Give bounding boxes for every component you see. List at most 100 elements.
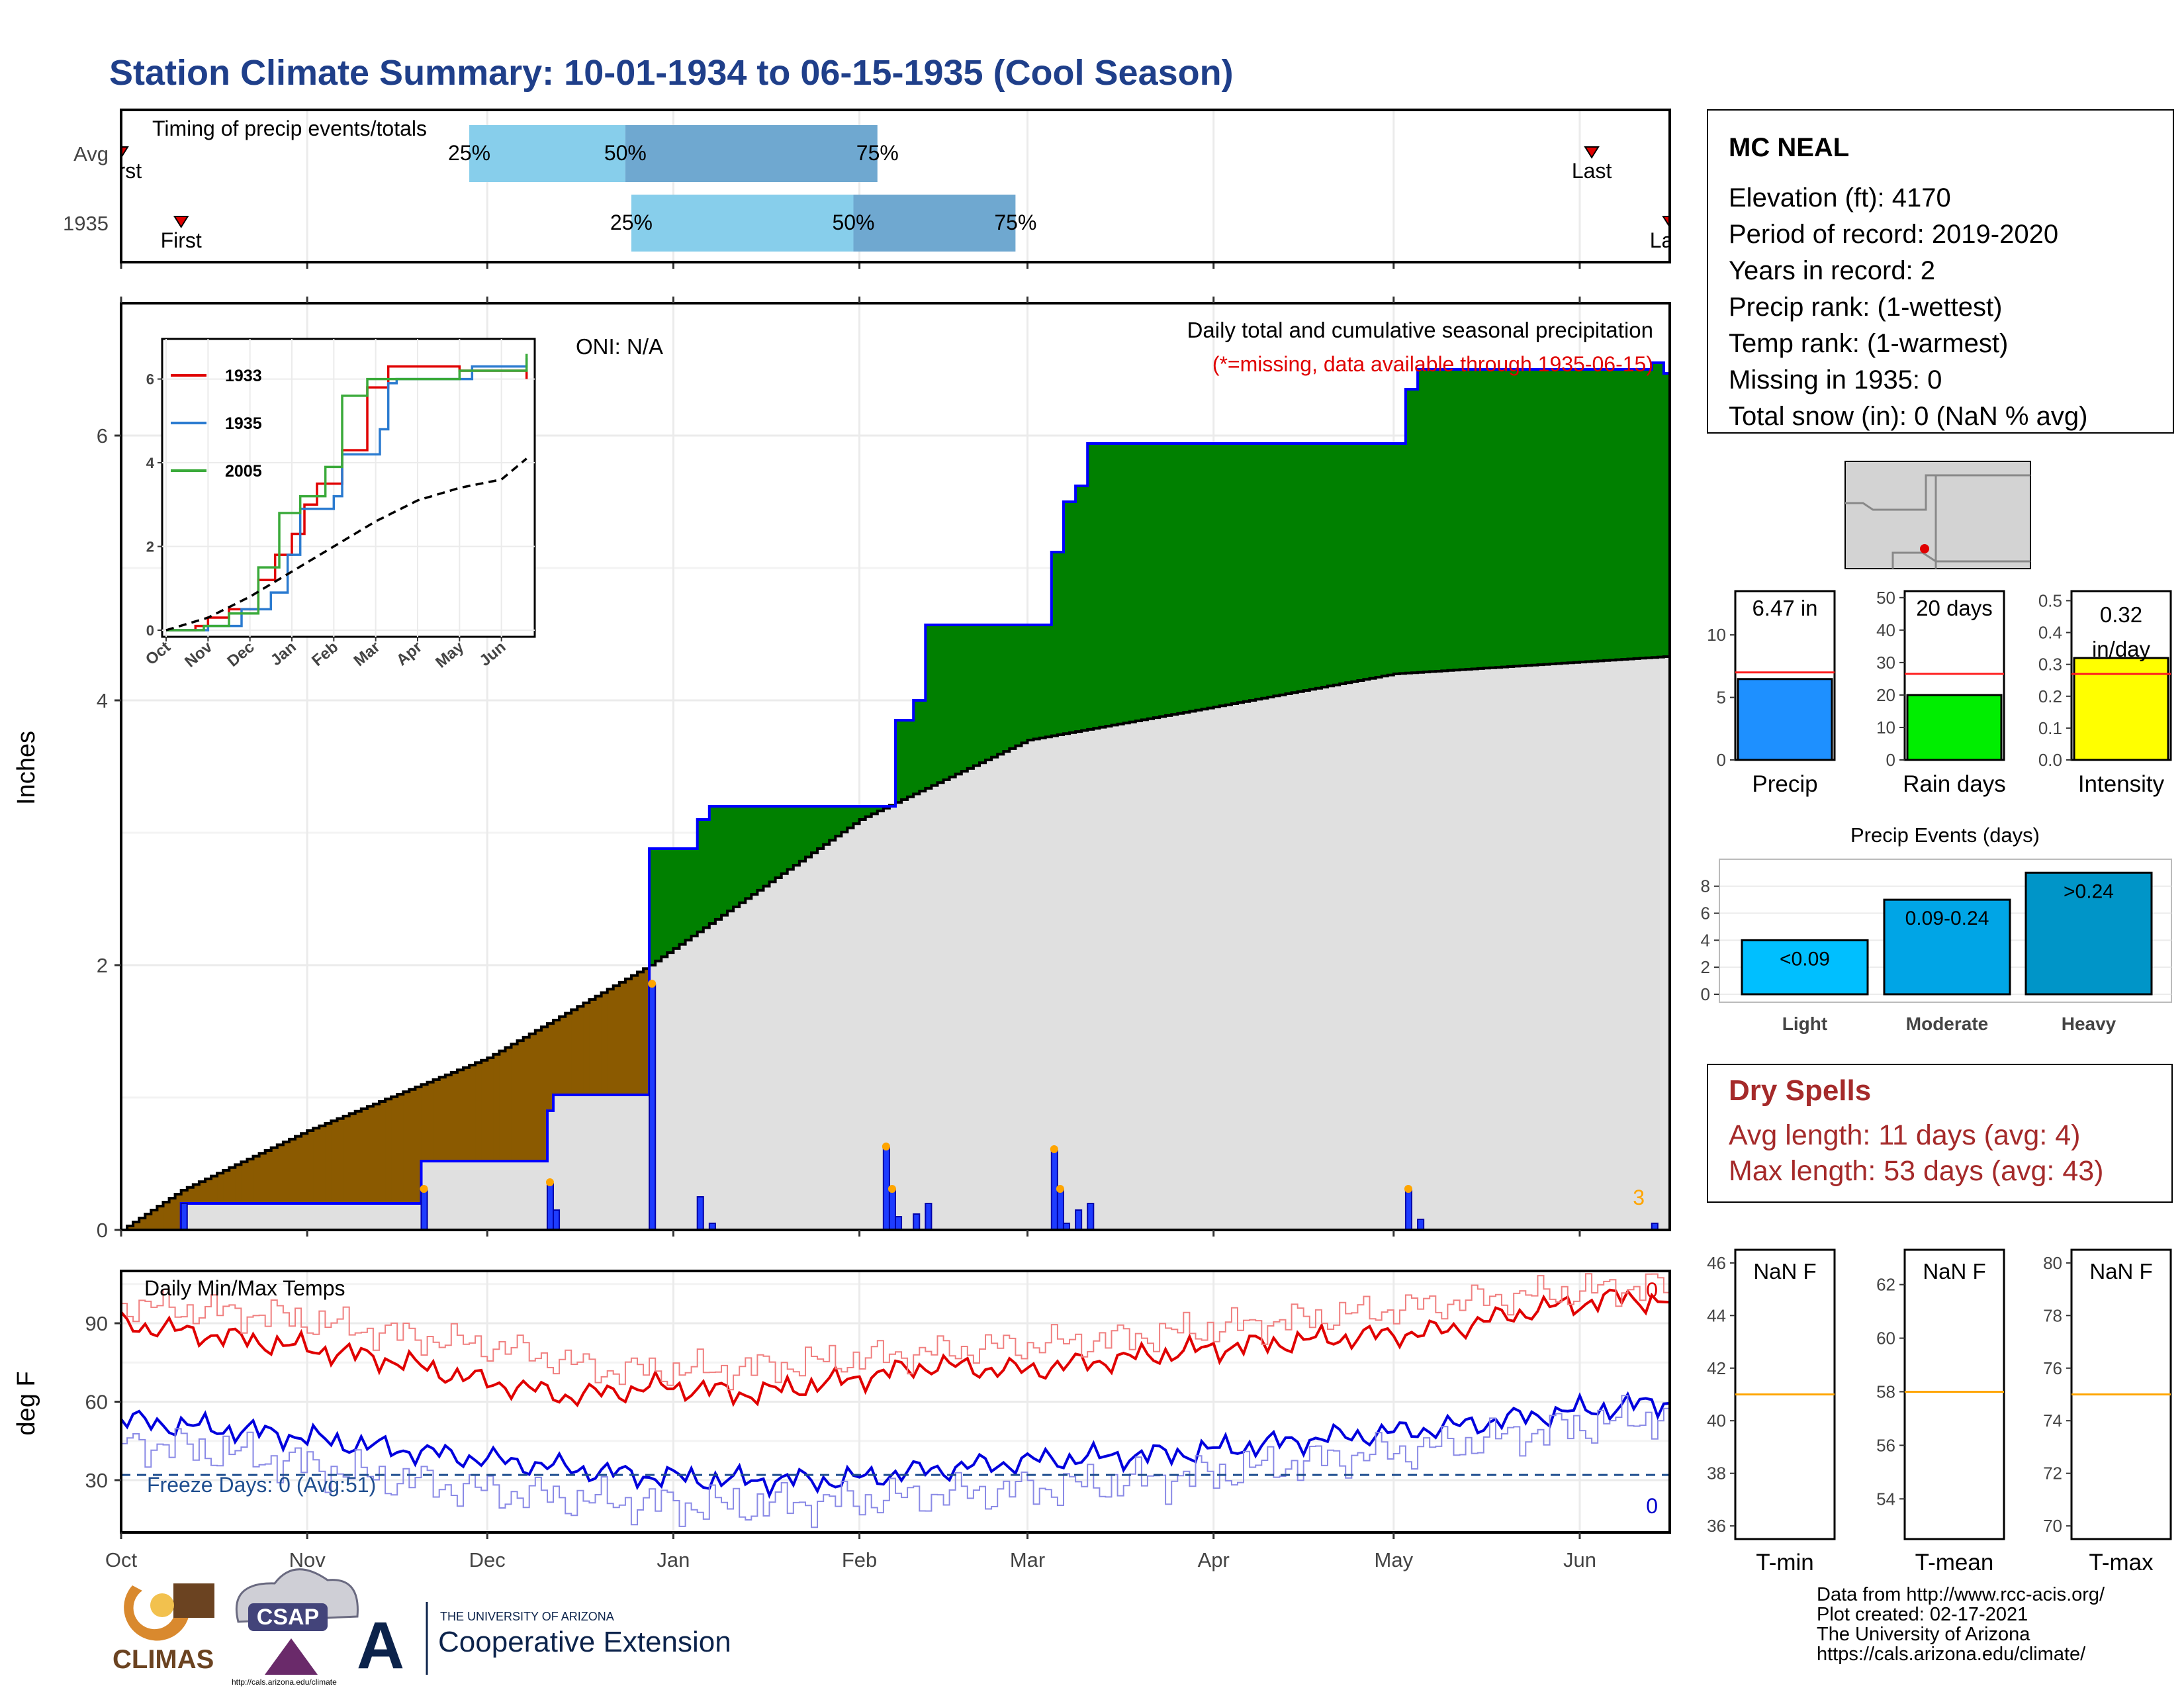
above-normal-area [913, 700, 920, 794]
month-tick-label: Jun [1563, 1548, 1596, 1571]
timing-marker [1662, 216, 1670, 228]
below-normal-area [301, 1133, 308, 1203]
above-normal-area [1369, 444, 1377, 679]
below-normal-area [331, 1121, 338, 1203]
timing-pct-label: 25% [610, 211, 653, 234]
below-normal-area [517, 1041, 524, 1161]
daily-precip-bar [1075, 1209, 1083, 1231]
temp-stat-ytick-label: 44 [1707, 1305, 1726, 1325]
events-bar-label: 0.09-0.24 [1905, 908, 1989, 929]
timing-row-label: Avg [73, 142, 109, 165]
below-normal-area [631, 975, 638, 1095]
below-normal-area [457, 1070, 464, 1161]
below-normal-area [625, 978, 632, 1095]
above-normal-area [703, 820, 710, 928]
inset-ytick-label: 6 [146, 371, 154, 388]
below-normal-area [247, 1158, 254, 1203]
temp-stat-value-label: NaN F [1923, 1259, 1985, 1284]
above-normal-area [1160, 444, 1166, 717]
below-normal-area [265, 1150, 272, 1203]
month-tick-label: Mar [1010, 1548, 1045, 1571]
above-normal-area [1183, 444, 1191, 713]
below-normal-area [361, 1109, 368, 1203]
timing-frame-overlay [120, 109, 1671, 263]
above-normal-area [1615, 369, 1623, 660]
temp-stat-ytick-label: 38 [1707, 1464, 1726, 1483]
below-normal-area [187, 1187, 194, 1203]
above-normal-area [1471, 369, 1479, 669]
events-bar-heavy [2025, 871, 2153, 996]
above-normal-area [937, 625, 944, 783]
month-tick-label: May [1375, 1548, 1414, 1571]
below-normal-area [379, 1102, 386, 1203]
stat-ytick-label: 0.3 [2038, 655, 2062, 675]
timing-marker-label: Last [1572, 159, 1612, 183]
timing-panel: 25% 50% 75% First Last 25% 50% 75% First Last Tim… [63, 109, 1671, 269]
below-normal-area [583, 1003, 590, 1095]
above-normal-area [1273, 444, 1281, 696]
below-normal-area [451, 1072, 458, 1161]
timing-bar-q50-q75 [853, 195, 1016, 252]
below-normal-area [463, 1067, 470, 1161]
above-normal-area [1177, 444, 1184, 714]
above-normal-area [1075, 486, 1082, 732]
dry-spells-frame [1707, 1064, 2173, 1203]
missing-marker [887, 1185, 896, 1193]
above-normal-area [1147, 444, 1154, 719]
above-normal-area [661, 849, 668, 957]
freeze-days-label: Freeze Days: 0 (Avg:51) [147, 1473, 376, 1497]
temp-line-tmax-normal [121, 1272, 1670, 1391]
above-normal-area [991, 625, 998, 757]
above-normal-area [1154, 444, 1160, 718]
precip-ytick-label: 4 [97, 689, 108, 712]
above-normal-area [1424, 369, 1430, 673]
above-normal-area [1195, 444, 1203, 710]
above-normal-area [949, 625, 956, 777]
below-normal-area [181, 1190, 188, 1203]
ua-small-text: THE UNIVERSITY OF ARIZONA [440, 1610, 614, 1623]
climas-emblem [124, 1585, 189, 1641]
above-normal-area [1255, 444, 1262, 700]
above-normal-area [1033, 625, 1040, 739]
above-normal-area [1459, 369, 1467, 670]
temp-stat-ytick-label: 62 [1876, 1275, 1895, 1295]
above-normal-area [1021, 625, 1028, 743]
above-normal-area [1117, 444, 1124, 724]
above-normal-area [1621, 369, 1629, 660]
below-normal-area [283, 1142, 290, 1203]
dry-spells-box: Dry Spells Avg length: 11 days (avg: 4) … [1707, 1064, 2173, 1203]
station-info-line: Years in record: 2 [1729, 256, 1935, 285]
above-normal-area [1567, 369, 1574, 663]
below-normal-area [439, 1077, 446, 1161]
above-normal-area [1586, 369, 1592, 662]
ua-logo: A THE UNIVERSITY OF ARIZONA Cooperative … [357, 1602, 731, 1683]
station-info-line: Elevation (ft): 4170 [1729, 183, 1951, 212]
timing-marker [173, 216, 189, 228]
temp-stat-ytick-label: 54 [1876, 1489, 1895, 1509]
above-normal-area [1447, 369, 1455, 671]
below-normal-area [313, 1128, 320, 1203]
above-normal-area [763, 806, 770, 886]
station-info-line: Total snow (in): 0 (NaN % avg) [1729, 402, 2087, 431]
observed-cumulative-line [121, 361, 1670, 1231]
above-normal-area [1135, 444, 1142, 721]
map-borders [1845, 474, 2030, 511]
below-normal-area [433, 1080, 440, 1161]
timing-pct-label: 50% [604, 141, 647, 165]
below-normal-area [145, 1214, 152, 1230]
stat-ytick-label: 0.4 [2038, 623, 2062, 643]
below-normal-area [127, 1226, 134, 1230]
above-normal-area [685, 849, 692, 941]
above-normal-area [1099, 444, 1107, 727]
timing-bar-q25-q50 [631, 195, 854, 252]
above-normal-area [871, 806, 878, 814]
below-normal-area [571, 1009, 578, 1095]
stat-bar-intensity [2073, 657, 2169, 761]
below-normal-area [253, 1156, 260, 1203]
events-category-label: Heavy [2062, 1013, 2116, 1034]
temp-stat-category-label: T-mean [1915, 1550, 1994, 1575]
above-normal-area [1430, 369, 1436, 672]
location-map [1844, 461, 2031, 569]
above-normal-area [727, 806, 734, 912]
timing-row-label: 1935 [63, 212, 109, 235]
